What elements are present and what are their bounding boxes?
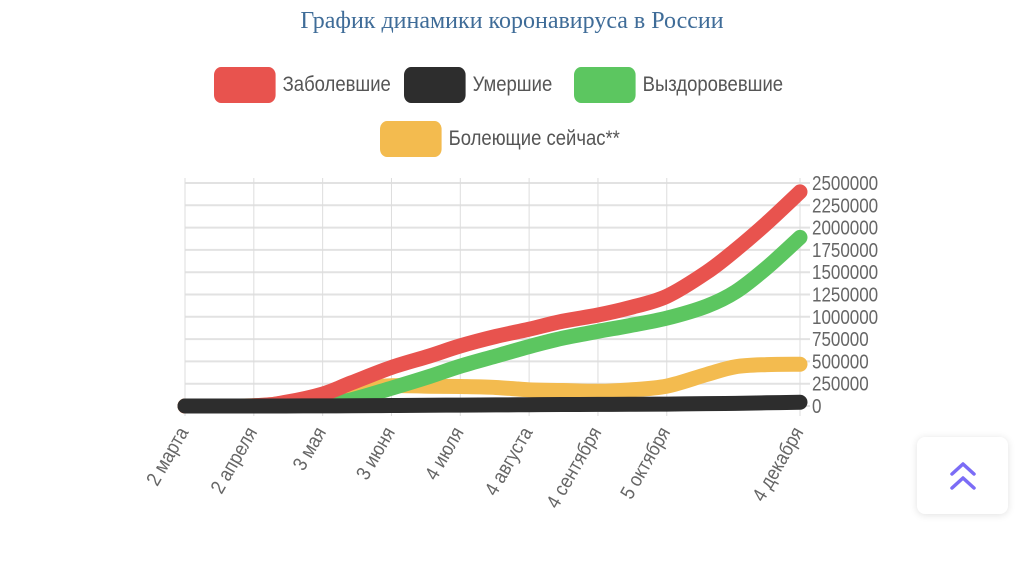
y-tick-label: 1250000 (812, 283, 878, 306)
x-tick-label: 4 сентября (541, 423, 605, 512)
x-tick-label: 4 июля (420, 423, 468, 484)
legend-swatch (214, 67, 276, 103)
y-tick-label: 750000 (812, 328, 869, 351)
scroll-to-top-button[interactable] (917, 437, 1008, 514)
x-tick-label: 5 октября (616, 423, 675, 503)
y-tick-label: 500000 (812, 350, 869, 373)
legend-swatch (380, 121, 442, 157)
x-tick-label: 4 декабря (747, 423, 807, 505)
y-tick-label: 0 (812, 395, 821, 418)
y-tick-label: 1000000 (812, 305, 878, 328)
series-line-1 (177, 394, 808, 414)
legend-swatch (574, 67, 636, 103)
y-tick-label: 1500000 (812, 261, 878, 284)
double-chevron-up-icon (949, 461, 976, 490)
y-tick-label: 2250000 (812, 194, 878, 217)
y-tick-label: 1750000 (812, 239, 878, 262)
x-tick-label: 2 апреля (206, 423, 262, 497)
legend-swatch (404, 67, 466, 103)
x-tick-label: 3 июня (351, 423, 399, 483)
legend-label: Болеющие сейчас** (448, 127, 620, 150)
x-tick-label: 2 марта (142, 423, 193, 490)
y-tick-label: 250000 (812, 372, 869, 395)
x-tick-label: 3 мая (288, 423, 330, 474)
series-line-0 (177, 184, 808, 414)
legend-label: Умершие (472, 73, 553, 96)
legend-item-cases[interactable]: Заболевшие (214, 67, 391, 103)
chart-title: График динамики коронавируса в России (300, 8, 724, 34)
legend-item-recovered[interactable]: Выздоровевшие (574, 67, 783, 103)
legend-item-deaths[interactable]: Умершие (404, 67, 552, 103)
legend-label: Заболевшие (282, 73, 391, 96)
legend-label: Выздоровевшие (642, 73, 784, 96)
y-tick-label: 2500000 (812, 172, 878, 195)
x-tick-label: 4 августа (480, 423, 537, 500)
y-tick-label: 2000000 (812, 216, 878, 239)
legend-item-active[interactable]: Болеющие сейчас** (380, 121, 620, 157)
